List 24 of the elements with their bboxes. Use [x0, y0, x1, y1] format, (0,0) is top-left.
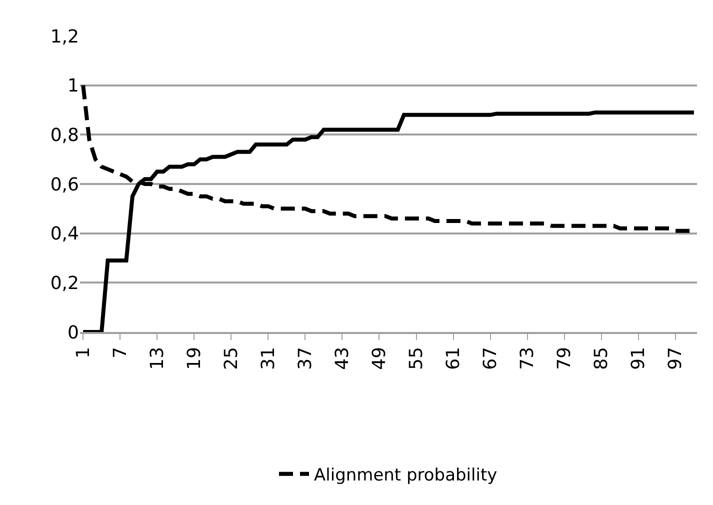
x-tick-label: 55: [406, 346, 428, 370]
y-tick-label: 0,4: [50, 224, 79, 245]
x-tick-label: 79: [554, 346, 576, 370]
x-tick-label: 73: [517, 346, 538, 370]
x-tick-label: 85: [591, 346, 612, 370]
x-tick-label: 19: [184, 346, 205, 370]
y-tick-label: 1,2: [50, 26, 79, 48]
x-tick-label: 97: [665, 346, 686, 370]
legend-label: Alignment probability: [314, 466, 498, 486]
x-tick-label: 25: [221, 346, 242, 370]
x-tick-label: 13: [146, 346, 168, 370]
y-tick-label: 0,6: [50, 174, 79, 196]
y-tick-label: 0: [68, 322, 79, 344]
x-tick-label: 67: [480, 346, 502, 370]
x-tick-label: 43: [332, 346, 354, 370]
x-tick-label: 49: [369, 346, 390, 370]
x-tick-label: 31: [258, 346, 280, 370]
x-tick-label: 91: [628, 346, 650, 370]
y-tick-label: 1: [68, 76, 79, 97]
y-tick-label: 0,2: [50, 272, 79, 294]
x-tick-label: 61: [443, 346, 464, 370]
x-tick-label: 7: [110, 346, 131, 358]
y-tick-label: 0,8: [50, 124, 79, 146]
x-tick-label: 37: [295, 346, 316, 370]
